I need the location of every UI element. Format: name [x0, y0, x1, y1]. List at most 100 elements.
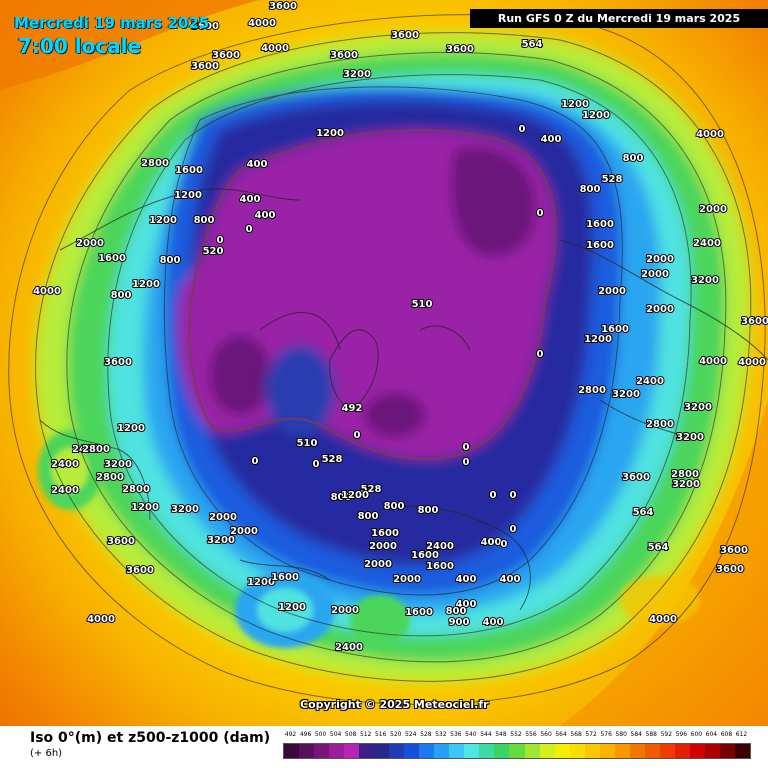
scale-swatch [659, 744, 675, 758]
scale-value-label: 520 [390, 731, 402, 738]
scale-swatch [434, 744, 450, 758]
scale-value-label: 564 [555, 731, 567, 738]
scale-value-label: 604 [705, 731, 718, 738]
map-value-label: 510 [297, 438, 318, 449]
map-value-label: 0 [519, 124, 526, 135]
map-value-label: 2000 [364, 559, 392, 570]
forecast-time: 7:00 locale [18, 34, 142, 58]
map-value-label: 800 [160, 255, 181, 266]
se-orange-region [560, 400, 768, 726]
scale-swatch [494, 744, 510, 758]
map-value-label: 3200 [612, 389, 640, 400]
scale-swatch [404, 744, 420, 758]
map-value-label: 1200 [131, 502, 159, 513]
map-value-label: 0 [490, 490, 497, 501]
map-value-label: 2400 [51, 485, 79, 496]
map-value-label: 400 [456, 599, 477, 610]
coastlines [39, 188, 768, 611]
scale-value-label: 580 [615, 731, 627, 738]
map-value-label: 0 [313, 459, 320, 470]
map-value-label: 2000 [646, 254, 674, 265]
scale-swatch [344, 744, 360, 758]
map-value-label: 0 [217, 235, 224, 246]
map-value-label: 3600 [720, 545, 748, 556]
map-value-label: 1600 [175, 165, 203, 176]
scale-swatch [569, 744, 585, 758]
scale-value-label: 536 [450, 731, 462, 738]
scale-swatch [509, 744, 525, 758]
contour-lines [8, 14, 766, 705]
map-value-label: 400 [240, 194, 261, 205]
map-value-label: 1600 [371, 528, 399, 539]
scale-value-label: 592 [660, 731, 673, 738]
map-value-label: 2400 [693, 238, 721, 249]
scale-value-label: 576 [600, 731, 612, 738]
map-value-label: 3200 [691, 275, 719, 286]
scale-swatch [389, 744, 405, 758]
map-value-label: 2800 [82, 444, 110, 455]
map-value-label: 900 [449, 617, 470, 628]
map-value-label: 800 [418, 505, 439, 516]
scale-swatch [584, 744, 600, 758]
map-value-label: 4000 [87, 614, 115, 625]
map-value-label: 4000 [33, 286, 61, 297]
scale-value-label: 548 [495, 731, 507, 738]
map-value-label: 0 [537, 349, 544, 360]
map-value-label: 3200 [672, 479, 700, 490]
map-value-label: 800 [384, 501, 405, 512]
copyright-notice: Copyright © 2025 Meteociel.fr [300, 698, 489, 711]
map-value-label: 564 [633, 507, 654, 518]
scale-swatch [629, 744, 645, 758]
scale-value-label: 584 [630, 731, 642, 738]
map-value-label: 0 [463, 457, 470, 468]
map-value-label: 3200 [684, 402, 712, 413]
map-value-label: 2000 [369, 541, 397, 552]
map-value-label: 2800 [96, 472, 124, 483]
map-value-label: 1600 [586, 219, 614, 230]
map-value-label: 3600 [107, 536, 135, 547]
map-value-label: 800 [446, 606, 467, 617]
map-value-label: 3200 [207, 535, 235, 546]
scale-value-label: 508 [344, 731, 357, 738]
map-value-label: 1200 [149, 215, 177, 226]
map-value-label: 528 [361, 484, 382, 495]
scale-swatch [719, 744, 735, 758]
map-canvas: 3600360040003600360040003600320036003600… [0, 0, 768, 726]
map-value-label: 520 [203, 246, 224, 257]
map-value-label: 3600 [269, 1, 297, 12]
map-value-label: 3600 [104, 357, 132, 368]
map-value-label: 0 [501, 539, 508, 550]
map-value-label: 2800 [578, 385, 606, 396]
map-value-label: 0 [246, 224, 253, 235]
map-value-label: 400 [500, 574, 521, 585]
scale-value-label: 544 [480, 731, 492, 738]
scale-swatch [644, 744, 660, 758]
map-value-label: 3600 [622, 472, 650, 483]
map-value-label: 400 [481, 537, 502, 548]
map-value-label: 800 [580, 184, 601, 195]
map-value-label: 1600 [405, 607, 433, 618]
map-value-label: 1200 [341, 490, 369, 501]
map-value-label: 2400 [72, 444, 100, 455]
scale-swatch [374, 744, 390, 758]
scale-swatch [599, 744, 615, 758]
map-value-label: 2000 [641, 269, 669, 280]
map-value-label: 3200 [104, 459, 132, 470]
map-value-label: 4000 [261, 43, 289, 54]
forecast-date: Mercredi 19 mars 2025 [14, 14, 210, 32]
map-value-label: 528 [602, 174, 623, 185]
map-value-label: 1600 [271, 572, 299, 583]
map-value-label: 2000 [699, 204, 727, 215]
weather-map: 3600 3600 4000 3600 3600 4000 3600 3200 3600 3600… [0, 0, 768, 726]
map-value-label: 492 [342, 403, 363, 414]
map-value-label: 1200 [584, 334, 612, 345]
scale-value-label: 596 [675, 731, 688, 738]
map-value-label: 3600 [446, 44, 474, 55]
color-scale-labels: 492 496 500 504 508 512 516 520 524 528 532 536 540 5… [283, 731, 749, 741]
map-value-label: 1200 [582, 110, 610, 121]
map-value-label: 0 [354, 430, 361, 441]
forecast-offset: (+ 6h) [30, 748, 63, 759]
scale-value-label: 504 [329, 731, 342, 738]
scale-swatch [314, 744, 330, 758]
map-value-label: 1600 [586, 240, 614, 251]
